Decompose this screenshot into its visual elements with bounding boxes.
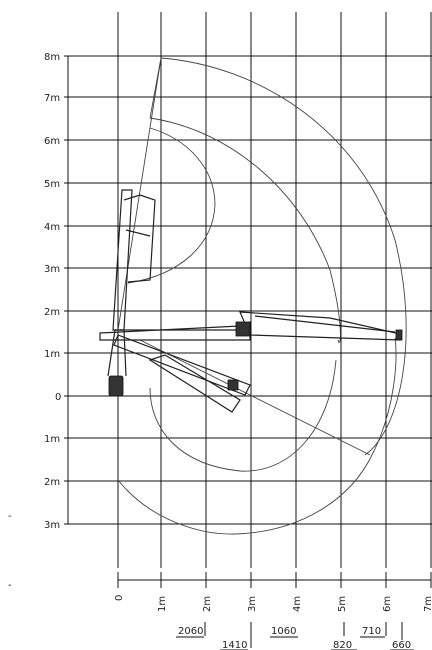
reach-line-top xyxy=(117,57,162,331)
y-tick-label: 1m xyxy=(44,349,60,360)
reach-line-2 xyxy=(149,57,162,119)
crane-drawing xyxy=(99,189,403,413)
x-tick-label: 7m xyxy=(423,596,432,612)
lowered-jib xyxy=(148,354,241,413)
lowered-tip xyxy=(227,379,239,391)
capacity-label: 1410 xyxy=(222,640,247,650)
lower-reach-arc xyxy=(117,337,397,535)
x-tick-label: 4m xyxy=(292,596,303,612)
stray-mark: - xyxy=(8,580,12,591)
capacity-label: 820 xyxy=(333,640,352,650)
y-tick-label: 6m xyxy=(44,136,60,147)
x-axis-labels: 0 1m 2m 3m 4m 5m 6m 7m xyxy=(114,595,432,612)
x-axis xyxy=(117,572,432,588)
lowered-boom xyxy=(113,334,251,396)
stray-mark: - xyxy=(8,511,12,522)
knuckle-arc xyxy=(127,127,216,284)
y-tick-label: 1m xyxy=(44,434,60,445)
reach-line-diagonal xyxy=(139,339,371,456)
second-reach-arc xyxy=(149,117,341,343)
extension-boom xyxy=(239,311,401,341)
x-tick-label: 5m xyxy=(337,596,348,612)
capacity-label: 710 xyxy=(362,626,381,637)
x-tick-label: 3m xyxy=(247,596,258,612)
x-tick-label: 6m xyxy=(382,596,393,612)
vertical-grid xyxy=(117,12,432,568)
y-tick-label: 7m xyxy=(44,93,60,104)
y-tick-label: 2m xyxy=(44,477,60,488)
capacity-label: 2060 xyxy=(178,626,203,637)
horizontal-grid xyxy=(68,55,432,525)
outer-reach-arc xyxy=(160,57,407,456)
extension-cylinder xyxy=(254,315,396,333)
capacity-labels: 2060 1410 1060 820 710 660 xyxy=(176,622,414,650)
y-axis-labels: 8m 7m 6m 5m 4m 3m 2m 1m 0 1m 2m 3m xyxy=(44,52,61,531)
y-tick-label: 2m xyxy=(44,307,60,318)
reach-envelope xyxy=(117,57,407,535)
y-tick-label: 5m xyxy=(44,179,60,190)
upright-boom-jib xyxy=(123,194,156,283)
y-tick-label: 3m xyxy=(44,520,60,531)
x-tick-label: 2m xyxy=(202,596,213,612)
y-tick-label: 0 xyxy=(55,392,61,403)
x-tick-label: 0 xyxy=(114,595,125,601)
boom-joint xyxy=(235,321,251,337)
y-tick-label: 4m xyxy=(44,222,60,233)
upright-cylinder xyxy=(125,229,151,237)
y-tick-label: 8m xyxy=(44,52,60,63)
y-tick-label: 3m xyxy=(44,264,60,275)
capacity-label: 1060 xyxy=(271,626,296,637)
y-tick-marks xyxy=(64,55,72,525)
lower-medium-arc xyxy=(149,359,337,472)
crane-base xyxy=(108,375,124,397)
x-tick-label: 1m xyxy=(157,596,168,612)
capacity-label: 660 xyxy=(392,640,411,650)
boom-tip xyxy=(395,329,403,341)
